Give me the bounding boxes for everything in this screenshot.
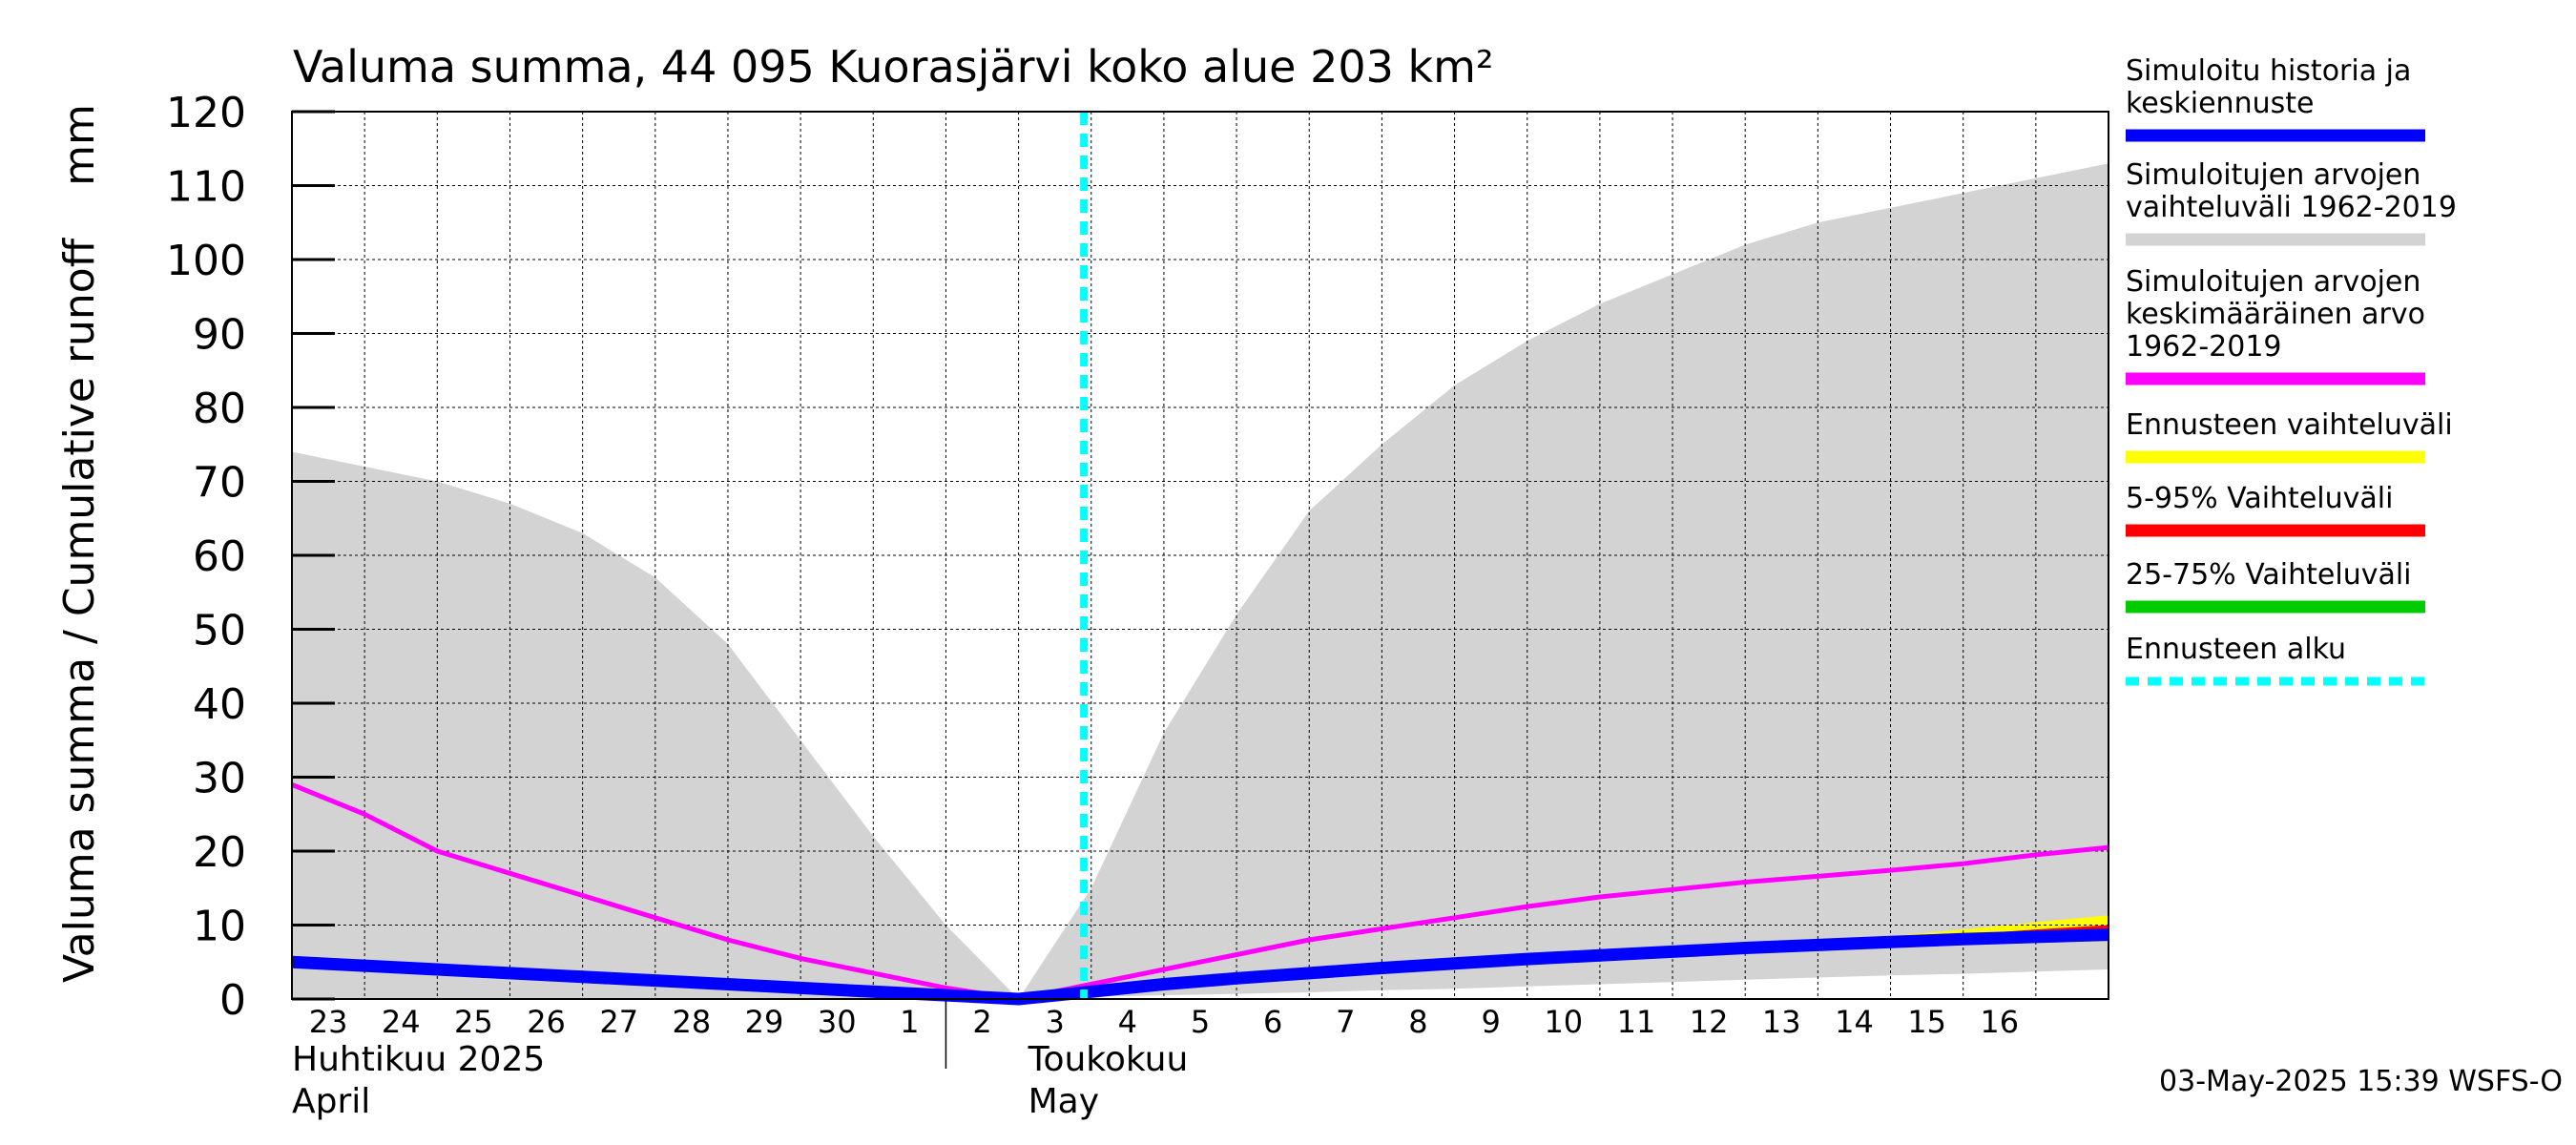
y-tick-label: 20: [193, 828, 246, 877]
x-tick-label: 9: [1481, 1004, 1500, 1040]
legend-label: Simuloitujen arvojen: [2126, 158, 2420, 192]
legend-label: vaihteluväli 1962-2019: [2126, 191, 2457, 224]
x-tick-label: 1: [900, 1004, 919, 1040]
y-tick-label: 30: [193, 755, 246, 803]
legend: Simuloitu historia jakeskiennusteSimuloi…: [2126, 54, 2457, 686]
y-tick-label: 40: [193, 680, 246, 729]
legend-label: 1962-2019: [2126, 330, 2282, 364]
x-tick-label: 3: [1046, 1004, 1065, 1040]
y-tick-label: 70: [193, 459, 246, 508]
x-tick-label: 10: [1544, 1004, 1583, 1040]
x-tick-label: 23: [309, 1004, 348, 1040]
legend-label: keskiennuste: [2126, 87, 2314, 120]
x-tick-label: 24: [382, 1004, 421, 1040]
chart-title: Valuma summa, 44 095 Kuorasjärvi koko al…: [293, 41, 1493, 93]
y-axis-label: Valuma summa / Cumulative runoff: [55, 237, 104, 983]
legend-label: Simuloitu historia ja: [2126, 54, 2411, 88]
data-lines: [291, 781, 2109, 1006]
y-tick-label: 110: [166, 163, 246, 212]
y-tick-label: 120: [166, 89, 246, 137]
timestamp: 03-May-2025 15:39 WSFS-O: [2159, 1065, 2563, 1098]
x-tick-label: 29: [745, 1004, 784, 1040]
series-line-mean: [291, 781, 2109, 1002]
legend-label: 5-95% Vaihteluväli: [2126, 482, 2393, 515]
x-tick-label: 13: [1762, 1004, 1801, 1040]
legend-label: Ennusteen alku: [2126, 633, 2346, 666]
x-tick-label: 4: [1118, 1004, 1137, 1040]
y-tick-label: 90: [193, 311, 246, 360]
x-tick-label: 25: [454, 1004, 493, 1040]
x-tick-label: 27: [599, 1004, 638, 1040]
month-label-fi: Huhtikuu 2025: [292, 1040, 545, 1079]
x-tick-label: 26: [527, 1004, 566, 1040]
x-tick-label: 12: [1690, 1004, 1729, 1040]
month-label-fi: Toukokuu: [1028, 1040, 1189, 1079]
x-tick-label: 5: [1191, 1004, 1210, 1040]
legend-entry: Ennusteen alku: [2126, 633, 2425, 686]
y-axis: 0 10 20 30 40 50 60 70 80 90 100 110 120: [166, 89, 335, 1025]
grid-lines: [292, 112, 2109, 999]
legend-entry: Ennusteen vaihteluväli: [2126, 408, 2453, 464]
series-line-history: [291, 928, 2109, 1006]
legend-label: keskimääräinen arvo: [2126, 298, 2425, 331]
x-tick-label: 16: [1980, 1004, 2019, 1040]
y-axis-unit: mm: [55, 104, 104, 186]
x-tick-label: 7: [1336, 1004, 1355, 1040]
legend-label: Simuloitujen arvojen: [2126, 265, 2420, 299]
y-tick-label: 0: [219, 976, 246, 1025]
x-tick-label: 11: [1617, 1004, 1656, 1040]
y-tick-label: 50: [193, 607, 246, 656]
y-tick-label: 10: [193, 903, 246, 951]
y-tick-label: 60: [193, 532, 246, 581]
x-tick-label: 2: [972, 1004, 991, 1040]
x-axis: 23 24 25 26 27 28 29 30 1 2 3 4 5 6 7 8 9 10 11 12 13 14 15 16: [309, 999, 2019, 1069]
plot-area: [291, 111, 2109, 1006]
legend-label: Ennusteen vaihteluväli: [2126, 408, 2453, 442]
x-tick-label: 30: [818, 1004, 857, 1040]
legend-entry: 25-75% Vaihteluväli: [2126, 558, 2425, 614]
x-tick-label: 8: [1408, 1004, 1427, 1040]
y-tick-label: 80: [193, 385, 246, 433]
month-label-en: May: [1028, 1082, 1099, 1121]
legend-label: 25-75% Vaihteluväli: [2126, 558, 2412, 592]
x-tick-label: 14: [1835, 1004, 1874, 1040]
legend-entry: 5-95% Vaihteluväli: [2126, 482, 2425, 537]
band-0: [292, 163, 2109, 1000]
x-tick-label: 15: [1907, 1004, 1946, 1040]
x-tick-label: 6: [1263, 1004, 1282, 1040]
month-label-en: April: [292, 1082, 370, 1121]
y-tick-label: 100: [166, 237, 246, 285]
x-tick-label: 28: [673, 1004, 712, 1040]
